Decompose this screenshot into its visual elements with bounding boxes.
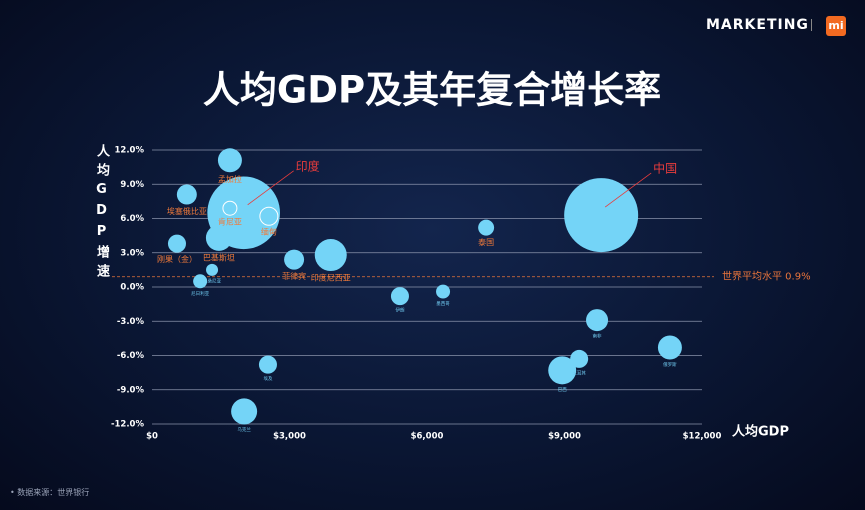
y-tick-label: 3.0% [120, 248, 144, 258]
bubble [206, 263, 219, 276]
bubble [436, 284, 451, 299]
bubble-label: 泰国 [478, 237, 494, 247]
y-tick-label: -6.0% [117, 351, 145, 361]
y-tick-label: 6.0% [120, 214, 144, 224]
bubble-label: 埃塞俄比亚 [167, 206, 207, 216]
callout-label: 中国 [653, 161, 677, 176]
bubble [657, 335, 682, 360]
bubble-label: 巴西 [558, 387, 567, 393]
bubble-label: 伊朗 [395, 307, 404, 314]
bubble [390, 287, 409, 306]
y-tick-label: -12.0% [111, 420, 144, 430]
bubble-label: 坦桑尼亚 [203, 277, 221, 284]
y-tick-label: -9.0% [117, 385, 145, 395]
bubble [222, 200, 238, 216]
x-tick-label: $12,000 [683, 432, 722, 442]
callout-line [247, 170, 294, 206]
bubble-label: 俄罗斯 [663, 361, 677, 368]
bubble [167, 234, 186, 253]
bubble-label: 印度尼西亚 [311, 273, 351, 283]
y-tick-label: 0.0% [120, 283, 144, 293]
bubble [217, 148, 242, 173]
bubble [231, 398, 258, 425]
bubble [564, 178, 639, 253]
bubble [478, 219, 495, 236]
y-tick-label: -3.0% [117, 317, 145, 327]
separator [811, 19, 812, 31]
footnote: 数据来源：世界银行 [17, 488, 90, 497]
brand-mark: mi [826, 16, 846, 36]
x-tick-label: $9,000 [548, 432, 581, 442]
bubble-label: 菲律宾 [282, 271, 306, 281]
bubble-label: 肯尼亚 [218, 217, 242, 227]
chart-title: 人均GDP及其年复合增长率 [203, 69, 661, 112]
reference-label: 世界平均水平 0.9% [722, 271, 811, 283]
bubble [284, 249, 305, 270]
bubble [548, 356, 577, 385]
chart: 人均GDP及其年复合增长率 人均GDP 12.0% 9.0% 6.0% 3.0% 0.0… [111, 69, 811, 442]
y-tick-label: 9.0% [120, 180, 144, 190]
bubble [205, 224, 232, 251]
bubble [570, 349, 589, 368]
bubble-label: 尼日利亚 [191, 290, 209, 297]
x-tick-label: $6,000 [411, 432, 444, 442]
bubble-label: 刚果（金） [157, 254, 197, 264]
bubble-label: 墨西哥 [436, 301, 450, 307]
callout-label: 印度 [296, 158, 320, 173]
bubble-label: 南非 [593, 333, 602, 340]
bubble [176, 184, 197, 205]
bubble [193, 274, 208, 289]
x-tick-label: $0 [146, 432, 158, 442]
bubble-label: 埃及 [263, 375, 272, 382]
footnote-box: • 数据来源：世界银行 [10, 488, 90, 497]
bubble-label: 土耳其 [572, 369, 586, 376]
x-axis-label: 人均GDP [732, 424, 789, 440]
bubble-label: 巴基斯坦 [203, 252, 235, 262]
x-tick-label: $3,000 [273, 432, 306, 442]
bubble-label: 乌克兰 [237, 426, 251, 433]
y-axis-label: 人均GDP增速 [94, 144, 109, 283]
y-tick-label: 12.0% [115, 146, 145, 156]
bubble [314, 239, 347, 272]
bubble [258, 355, 277, 374]
callout-line [604, 172, 652, 208]
bubble-label: 缅甸 [261, 227, 277, 237]
bubble [586, 309, 609, 332]
bubble [259, 206, 279, 226]
bubble-label: 孟加拉 [218, 174, 242, 184]
brand: MARKETING [706, 17, 809, 33]
